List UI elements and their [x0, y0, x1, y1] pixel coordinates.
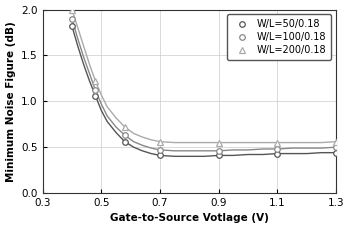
W/L=100/0.18 [123, 134, 127, 137]
Line: W/L=100/0.18: W/L=100/0.18 [69, 16, 339, 154]
W/L=200/0.18 [158, 140, 162, 143]
W/L=100/0.18 [93, 89, 98, 92]
X-axis label: Gate-to-Source Votlage (V): Gate-to-Source Votlage (V) [110, 213, 269, 224]
W/L=50/0.18 [217, 154, 221, 157]
Legend: W/L=50/0.18, W/L=100/0.18, W/L=200/0.18: W/L=50/0.18, W/L=100/0.18, W/L=200/0.18 [227, 14, 331, 60]
W/L=50/0.18 [93, 94, 98, 97]
W/L=200/0.18 [93, 80, 98, 82]
Line: W/L=50/0.18: W/L=50/0.18 [69, 23, 339, 158]
W/L=50/0.18 [275, 152, 280, 155]
Y-axis label: Minimum Noise Figure (dB): Minimum Noise Figure (dB) [6, 21, 15, 182]
W/L=50/0.18 [123, 140, 127, 143]
W/L=100/0.18 [217, 150, 221, 152]
W/L=100/0.18 [275, 148, 280, 150]
Line: W/L=200/0.18: W/L=200/0.18 [69, 7, 339, 145]
W/L=200/0.18 [217, 141, 221, 144]
W/L=100/0.18 [334, 146, 338, 149]
W/L=200/0.18 [334, 140, 338, 143]
W/L=200/0.18 [123, 125, 127, 128]
W/L=50/0.18 [158, 154, 162, 157]
W/L=100/0.18 [70, 17, 74, 20]
W/L=200/0.18 [70, 8, 74, 11]
W/L=200/0.18 [275, 141, 280, 144]
W/L=100/0.18 [158, 149, 162, 151]
W/L=50/0.18 [70, 25, 74, 27]
W/L=50/0.18 [334, 151, 338, 154]
